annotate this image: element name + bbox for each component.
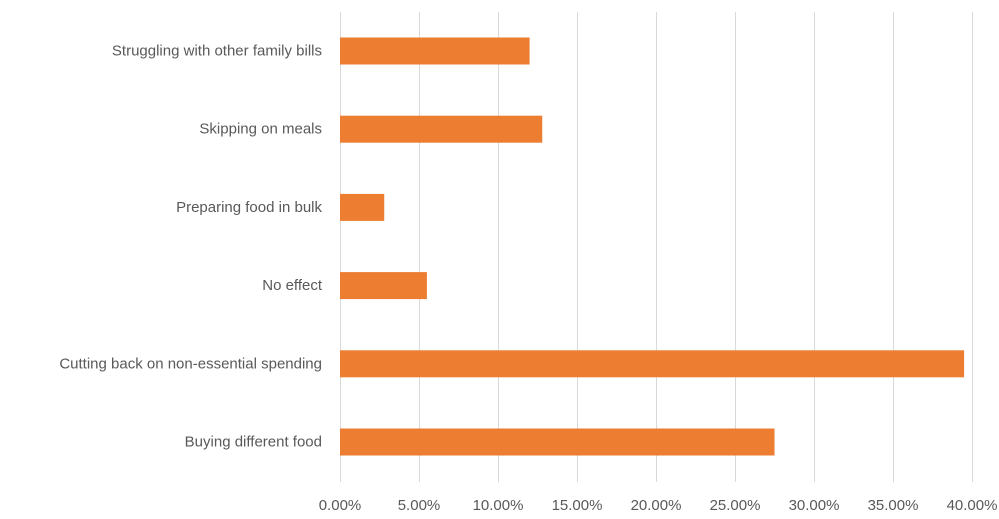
category-label: No effect: [262, 277, 323, 294]
bar: [340, 272, 427, 300]
category-label: Preparing food in bulk: [176, 199, 322, 216]
x-tick-label: 30.00%: [789, 497, 840, 514]
bars: [340, 37, 965, 456]
bar: [340, 37, 530, 65]
category-label: Buying different food: [185, 434, 322, 451]
x-tick-label: 0.00%: [319, 497, 362, 514]
x-tick-label: 40.00%: [947, 497, 998, 514]
x-axis-tick-labels: 0.00% 5.00% 10.00% 15.00% 20.00% 25.00% 30.00%…: [319, 497, 998, 514]
x-tick-label: 25.00%: [710, 497, 761, 514]
bar: [340, 428, 775, 456]
category-label: Cutting back on non-essential spending: [59, 355, 322, 372]
bar: [340, 193, 385, 221]
x-tick-label: 10.00%: [473, 497, 524, 514]
bar: [340, 115, 543, 143]
gridlines: [340, 12, 973, 482]
x-tick-label: 15.00%: [552, 497, 603, 514]
bar: [340, 350, 965, 378]
category-label: Struggling with other family bills: [112, 43, 322, 60]
x-tick-label: 20.00%: [631, 497, 682, 514]
x-tick-label: 35.00%: [868, 497, 919, 514]
category-label: Skipping on meals: [199, 121, 322, 138]
x-tick-label: 5.00%: [398, 497, 441, 514]
category-labels: Struggling with other family bills Skippi…: [59, 43, 323, 451]
